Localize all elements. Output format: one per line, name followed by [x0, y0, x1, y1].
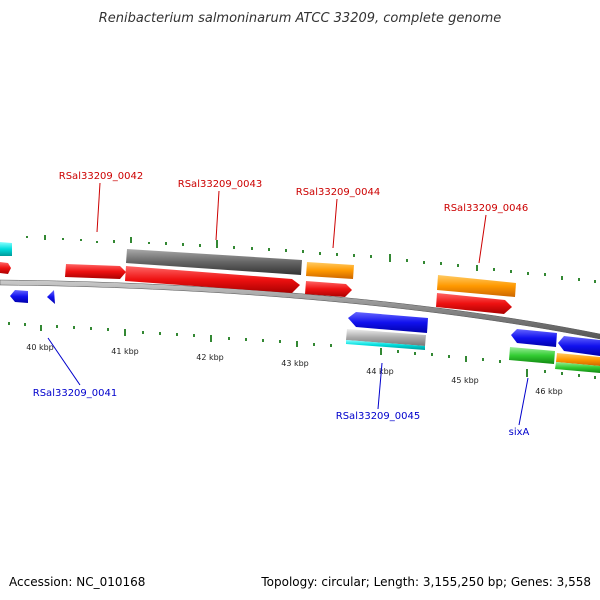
gc-content-outer-ring	[26, 235, 596, 283]
gene-feature-sixa-green[interactable]	[509, 347, 555, 364]
gene-feature-sixa-blue[interactable]	[511, 329, 557, 347]
gene-feature-rsal33209-0041-b[interactable]	[47, 290, 55, 304]
gene-feature-rsal33209-0043[interactable]	[125, 266, 300, 293]
gene-feature-green-right[interactable]	[555, 362, 600, 373]
gene-feature-rsal33209-0042[interactable]	[65, 264, 126, 279]
tick-label-46: 46 kbp	[535, 387, 563, 396]
gene-label-rsal33209-0046[interactable]: RSal33209_0046	[444, 203, 528, 214]
gene-label-sixa[interactable]: sixA	[509, 427, 530, 438]
gene-label-rsal33209-0044[interactable]: RSal33209_0044	[296, 187, 380, 198]
tick-label-42: 42 kbp	[196, 353, 224, 362]
forward-strand-features	[0, 242, 516, 314]
gc-content-inner-ring	[8, 322, 596, 379]
reverse-label-leaders	[47, 337, 529, 426]
tick-labels: 40 kbp 41 kbp 42 kbp 43 kbp 44 kbp 45 kb…	[26, 343, 563, 396]
reverse-strand-features	[10, 290, 600, 373]
accession-text: Accession: NC_010168	[9, 575, 145, 589]
gene-feature-rsal33209-0045-cyan[interactable]	[346, 340, 425, 350]
gene-feature-rsal33209-0046-rna[interactable]	[437, 275, 516, 297]
genome-summary-text: Topology: circular; Length: 3,155,250 bp…	[260, 575, 591, 589]
gene-feature-rsal33209-0045[interactable]	[348, 312, 428, 333]
gene-feature-rsal33209-0045-silver[interactable]	[346, 329, 426, 346]
gene-feature-rsal33209-0043-pseudo[interactable]	[126, 249, 302, 275]
gene-label-rsal33209-0045[interactable]: RSal33209_0045	[336, 411, 420, 422]
map-title: Renibacterium salmoninarum ATCC 33209, c…	[99, 11, 502, 26]
genome-backbone	[0, 279, 600, 340]
gene-feature-blue-right[interactable]	[558, 336, 600, 356]
tick-label-43: 43 kbp	[281, 359, 309, 368]
gene-feature-rsal33209-0046[interactable]	[436, 293, 512, 314]
gene-feature-orange-right[interactable]	[556, 353, 600, 366]
gene-label-rsal33209-0041[interactable]: RSal33209_0041	[33, 388, 117, 399]
forward-label-leaders	[96, 182, 487, 264]
tick-label-45: 45 kbp	[451, 376, 479, 385]
gene-label-rsal33209-0042[interactable]: RSal33209_0042	[59, 171, 143, 182]
gene-feature-red-left[interactable]	[0, 262, 11, 274]
tick-label-40: 40 kbp	[26, 343, 54, 352]
gene-feature-rsal33209-0041-a[interactable]	[10, 290, 28, 303]
tick-label-41: 41 kbp	[111, 347, 139, 356]
tick-label-44: 44 kbp	[366, 367, 394, 376]
gene-feature-rsal33209-0044[interactable]	[305, 281, 352, 297]
gene-feature-cyan-left[interactable]	[0, 242, 12, 256]
gene-feature-rsal33209-0044-rna[interactable]	[306, 262, 354, 279]
gene-label-rsal33209-0043[interactable]: RSal33209_0043	[178, 179, 262, 190]
